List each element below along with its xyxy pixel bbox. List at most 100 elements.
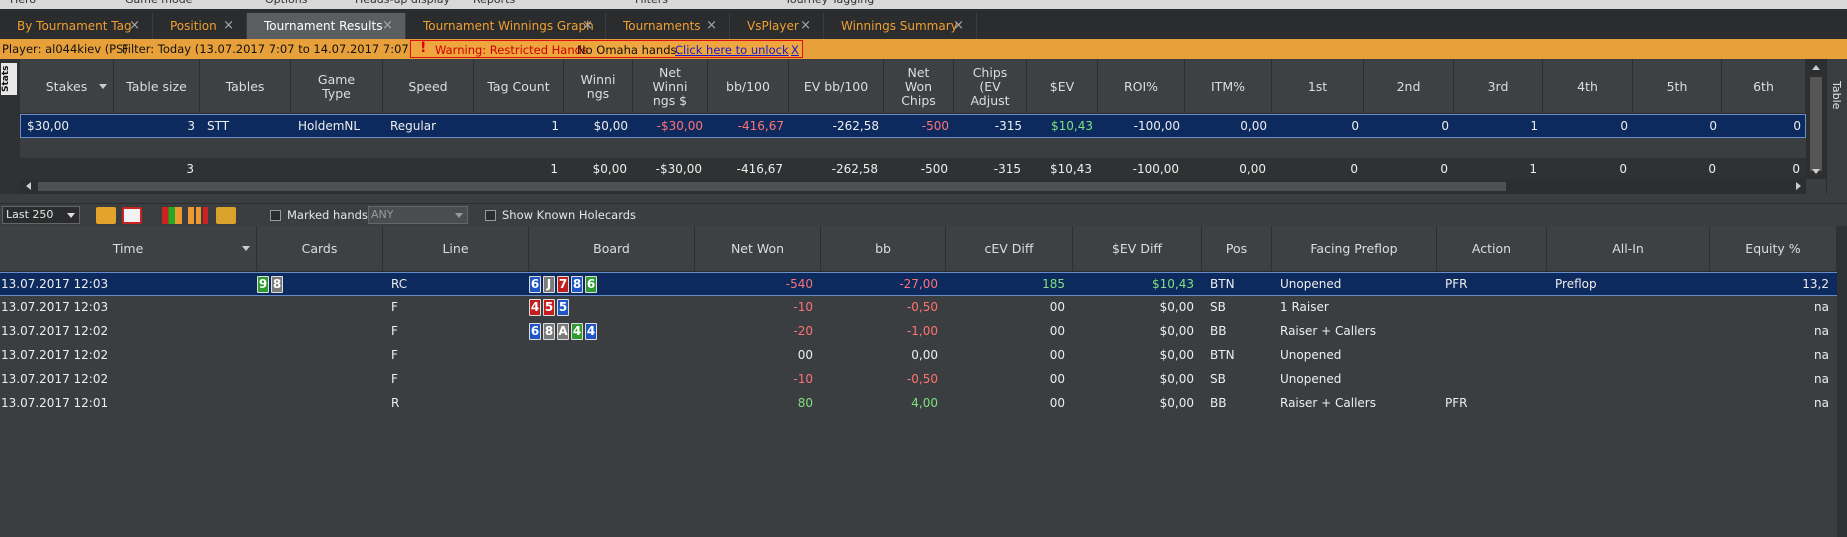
column-header[interactable]: Chips (EV Adjust (954, 59, 1027, 114)
grid-icon[interactable] (162, 207, 182, 224)
column-header[interactable]: Speed (383, 59, 474, 114)
column-header[interactable]: $EV Diff (1073, 226, 1202, 272)
tab-close[interactable]: × (800, 18, 811, 33)
scroll-thumb[interactable] (1810, 77, 1822, 171)
cell: 13.07.2017 12:02 (1, 348, 109, 362)
unlock-link[interactable]: Click here to unlock (675, 43, 789, 57)
tab[interactable]: Tournaments × (606, 13, 730, 39)
scroll-up[interactable] (1812, 65, 1820, 70)
column-header[interactable]: Pos (1202, 226, 1272, 272)
dismiss-button[interactable]: X (791, 43, 799, 57)
column-header[interactable]: 2nd (1364, 59, 1454, 114)
cards-icon[interactable] (122, 207, 142, 224)
cell: 0 (1709, 119, 1717, 133)
chart-icon[interactable] (188, 207, 208, 224)
column-header[interactable]: 5th (1633, 59, 1722, 114)
range-select[interactable]: Last 250 (2, 206, 80, 224)
column-header[interactable]: Facing Preflop (1272, 226, 1437, 272)
cell: $0,00 (1159, 348, 1194, 362)
column-header[interactable]: All-In (1547, 226, 1710, 272)
v-scrollbar (1806, 59, 1826, 179)
cell: 0,00 (911, 348, 938, 362)
scroll-down[interactable] (1812, 169, 1820, 174)
column-header[interactable]: Net Won (695, 226, 821, 272)
card: 7 (557, 275, 569, 293)
column-header[interactable]: 3rd (1454, 59, 1543, 114)
cell: -0,50 (906, 372, 938, 386)
column-header[interactable]: Time (0, 226, 257, 272)
tab-close[interactable]: × (382, 18, 393, 33)
column-header[interactable]: 4th (1543, 59, 1633, 114)
column-header[interactable]: ITM% (1185, 59, 1272, 114)
cell: SB (1210, 372, 1226, 386)
hand-row[interactable]: 13.07.2017 12:02 F 00 0,00 00 $0,00 BTN Unopene… (0, 344, 1837, 368)
summary-row[interactable]: 3 1 $0,00 -$30,00 -416,67 -262,58 -500 -315 $10,… (20, 158, 1806, 182)
blank-row (20, 138, 1806, 158)
scroll-left[interactable] (26, 182, 31, 190)
cell: $10,43 (1152, 277, 1194, 291)
tab[interactable]: Tournament Winnings Graph × (406, 13, 606, 39)
menu-bar: Hero Game mode Options Heads-up display Repo… (0, 0, 1847, 9)
column-header[interactable]: Net Won Chips (884, 59, 954, 114)
trophy-icon[interactable] (216, 207, 236, 224)
menu-item[interactable]: Options (265, 0, 307, 6)
column-header[interactable]: 6th (1722, 59, 1806, 114)
column-header[interactable]: bb (821, 226, 946, 272)
cell: $10,43 (1051, 119, 1093, 133)
hand-row[interactable]: 13.07.2017 12:03 9 8 RC 6 J 7 8 6 -540 -27,00 185 $1… (0, 272, 1837, 296)
column-header[interactable]: $EV (1027, 59, 1098, 114)
cell: 13.07.2017 12:03 (1, 300, 109, 314)
column-header[interactable]: Board (529, 226, 695, 272)
menu-item[interactable]: Reports (473, 0, 515, 6)
column-header[interactable]: Cards (257, 226, 383, 272)
column-header[interactable]: Action (1437, 226, 1547, 272)
prev-icon[interactable] (96, 207, 116, 224)
summary-row[interactable]: $30,00 3 STT HoldemNL Regular 1 $0,00 -$30,00 -4… (20, 114, 1806, 138)
tab[interactable]: Tournament Results × (247, 13, 406, 39)
column-header[interactable]: Winni ngs (564, 59, 633, 114)
hands-table: Time Cards Line Board Net Won bb cEV Diff $EV D… (0, 226, 1837, 537)
any-label: ANY (371, 208, 394, 221)
marked-checkbox[interactable] (270, 210, 281, 221)
warning-note: No Omaha hands. (577, 43, 681, 57)
column-header[interactable]: cEV Diff (946, 226, 1073, 272)
hand-row[interactable]: 13.07.2017 12:02 F 6 8 A 4 4 -20 -1,00 00 $0,00 BB R… (0, 320, 1837, 344)
hand-row[interactable]: 13.07.2017 12:03 F 4 5 5 -10 -0,50 00 $0,00 SB 1 R… (0, 296, 1837, 320)
cell: na (1814, 348, 1829, 362)
tab-close[interactable]: × (129, 18, 140, 33)
column-header[interactable]: Equity % (1710, 226, 1837, 272)
column-header[interactable]: EV bb/100 (789, 59, 884, 114)
column-header[interactable]: Table size (114, 59, 200, 114)
column-header[interactable]: ROI% (1098, 59, 1185, 114)
menu-item[interactable]: Filters (635, 0, 668, 6)
tab-close[interactable]: × (953, 18, 964, 33)
column-header[interactable]: bb/100 (708, 59, 789, 114)
menu-item[interactable]: Game mode (125, 0, 192, 6)
hand-row[interactable]: 13.07.2017 12:02 F -10 -0,50 00 $0,00 SB Unopen… (0, 368, 1837, 392)
tab-close[interactable]: × (582, 18, 593, 33)
hand-row[interactable]: 13.07.2017 12:01 R 80 4,00 00 $0,00 BB Raiser +… (0, 392, 1837, 416)
menu-item[interactable]: Hero (10, 0, 36, 6)
menu-item[interactable]: Tourney Tagging (785, 0, 874, 6)
marked-select[interactable]: ANY (368, 206, 468, 224)
cell: BTN (1210, 348, 1235, 362)
column-header[interactable]: Tag Count (474, 59, 564, 114)
tab[interactable]: Position × (153, 13, 247, 39)
menu-item[interactable]: Heads-up display (355, 0, 450, 6)
tab[interactable]: By Tournament Tag × (0, 13, 153, 39)
column-header[interactable]: Line (383, 226, 529, 272)
tab[interactable]: Winnings Summary × (824, 13, 977, 39)
column-header[interactable]: Stakes (20, 59, 114, 114)
table-tab[interactable]: Table (1830, 81, 1843, 110)
tab-close[interactable]: × (223, 18, 234, 33)
column-header[interactable]: Game Type (291, 59, 383, 114)
column-header[interactable]: Tables (200, 59, 291, 114)
h-thumb[interactable] (38, 182, 1506, 191)
tab[interactable]: VsPlayer × (730, 13, 824, 39)
holecards-checkbox[interactable] (485, 210, 496, 221)
column-header[interactable]: Net Winni ngs $ (633, 59, 708, 114)
scroll-right[interactable] (1796, 182, 1801, 190)
column-header[interactable]: 1st (1272, 59, 1364, 114)
tab-close[interactable]: × (706, 18, 717, 33)
stats-tab[interactable]: Stats (1, 63, 17, 95)
